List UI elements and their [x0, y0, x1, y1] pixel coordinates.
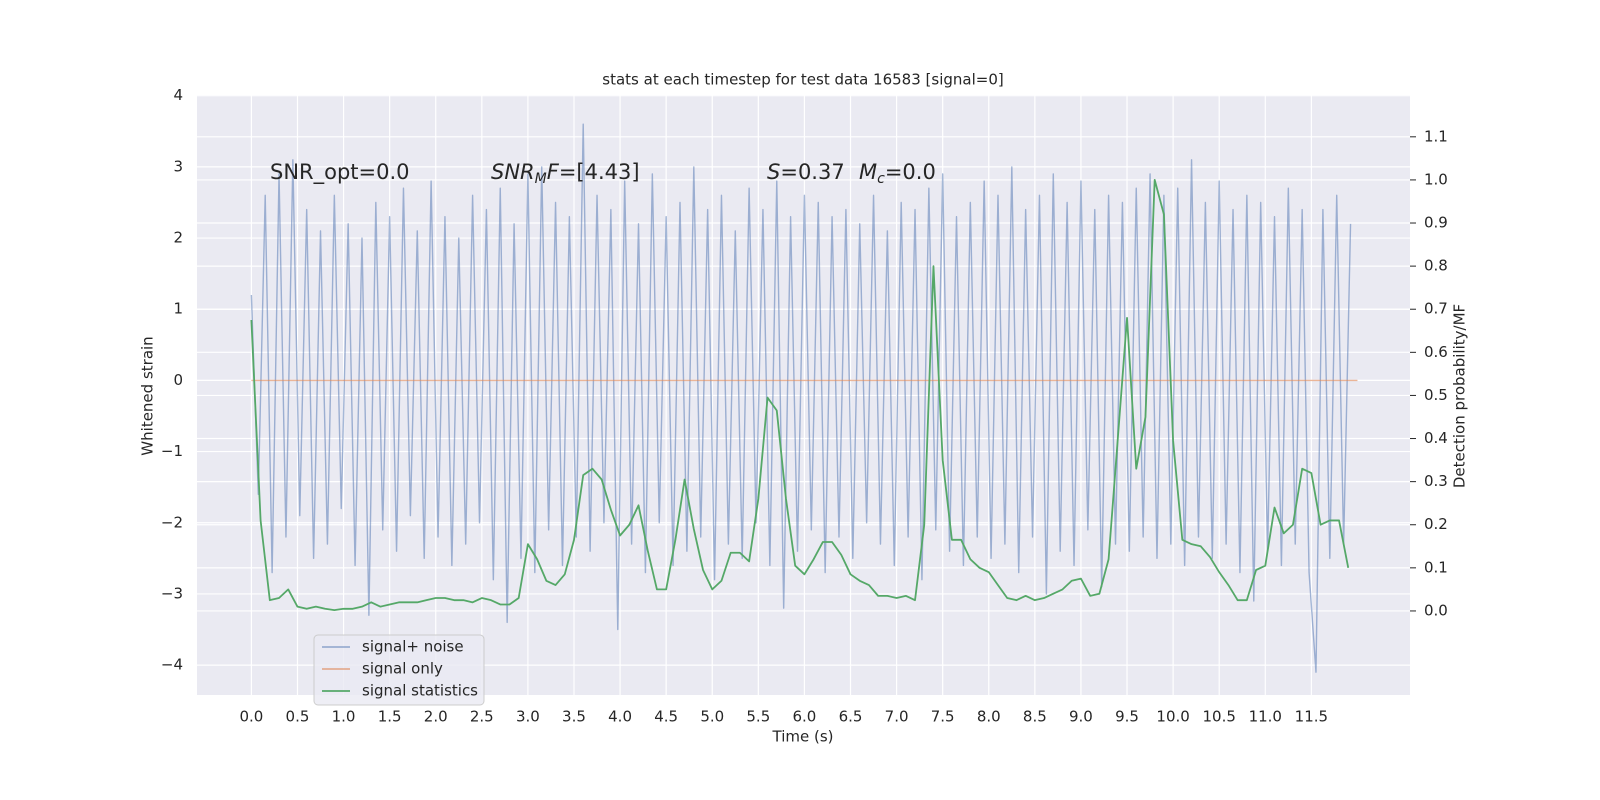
- y-tick-label: −1: [161, 442, 183, 460]
- annotation-part: =0.0: [885, 160, 936, 184]
- y2-tick-label: 1.1: [1424, 127, 1448, 145]
- labels-layer: 0.0 0.5 1.0 1.5 2.0 2.5 3.0 3.5 4.0 4.5 5.0 5.5 6.0 6…: [161, 86, 1448, 725]
- x-tick-label: 2.0: [424, 708, 448, 726]
- x-tick-label: 9.0: [1069, 708, 1093, 726]
- x-tick-label: 0.0: [239, 708, 263, 726]
- y-axis-label: Whitened strain: [139, 336, 157, 455]
- y-tick-label: −3: [161, 584, 183, 602]
- x-tick-label: 2.5: [470, 708, 494, 726]
- y2-tick-label: 0.1: [1424, 558, 1448, 576]
- x-tick-label: 3.0: [516, 708, 540, 726]
- annotation-part: =[4.43]: [559, 160, 640, 184]
- annotation: Mc=0.0: [859, 160, 936, 187]
- x-tick-label: 4.5: [654, 708, 678, 726]
- x-tick-label: 10.0: [1156, 708, 1189, 726]
- annotation-part: SNR_opt=0.0: [270, 160, 410, 185]
- y-tick-label: −4: [161, 656, 183, 674]
- y2-tick-label: 0.2: [1424, 515, 1448, 533]
- y-tick-label: 4: [173, 86, 183, 104]
- x-tick-label: 11.5: [1295, 708, 1328, 726]
- annotation-part: M: [859, 160, 877, 184]
- legend-label: signal statistics: [362, 682, 478, 700]
- y2-tick-label: 0.6: [1424, 343, 1448, 361]
- annotation-part: M: [535, 171, 547, 187]
- y-tick-label: 3: [173, 157, 183, 175]
- y2-tick-label: 1.0: [1424, 170, 1448, 188]
- annotation-part: c: [877, 171, 885, 187]
- y-tick-label: −2: [161, 513, 183, 531]
- x-tick-label: 1.0: [332, 708, 356, 726]
- x-tick-label: 5.5: [746, 708, 770, 726]
- x-tick-label: 8.5: [1023, 708, 1047, 726]
- y-tick-label: 1: [173, 300, 183, 318]
- annotation: SNRMF=[4.43]: [491, 160, 640, 187]
- y2-axis-label: Detection probability/MF: [1451, 304, 1469, 488]
- y2-tick-label: 0.5: [1424, 386, 1448, 404]
- x-tick-label: 7.0: [885, 708, 909, 726]
- y2-tick-label: 0.4: [1424, 429, 1448, 447]
- annotation-part: F: [547, 160, 560, 184]
- legend-label: signal only: [362, 660, 443, 678]
- y2-tick-label: 0.0: [1424, 601, 1448, 619]
- annotation: S=0.37: [767, 160, 845, 184]
- x-tick-label: 0.5: [286, 708, 310, 726]
- y2-tick-label: 0.7: [1424, 300, 1448, 318]
- series-layer: [250, 123, 1358, 673]
- legend-box: [313, 634, 485, 706]
- x-tick-label: 6.0: [792, 708, 816, 726]
- series-line: [250, 179, 1350, 611]
- x-tick-label: 6.5: [839, 708, 863, 726]
- annotation-part: =0.37: [780, 160, 844, 184]
- y2-tick-label: 0.8: [1424, 257, 1448, 275]
- y2-tick-label: 0.3: [1424, 472, 1448, 490]
- x-tick-label: 3.5: [562, 708, 586, 726]
- series-line: [250, 123, 1352, 673]
- x-tick-label: 7.5: [931, 708, 955, 726]
- y-tick-label: 0: [173, 371, 183, 389]
- annotation-part: S: [767, 160, 780, 184]
- annotation-part: SNR: [491, 160, 535, 184]
- chart-title: stats at each timestep for test data 165…: [602, 71, 1003, 89]
- legend-label: signal+ noise: [362, 638, 464, 656]
- y2-tick-label: 0.9: [1424, 214, 1448, 232]
- annotation: SNR_opt=0.0: [270, 160, 410, 185]
- x-tick-label: 8.0: [977, 708, 1001, 726]
- y-tick-label: 2: [173, 229, 183, 247]
- x-tick-label: 5.0: [700, 708, 724, 726]
- legend: signal+ noise signal only signal statistic…: [313, 634, 485, 706]
- x-tick-label: 4.0: [608, 708, 632, 726]
- x-tick-label: 9.5: [1115, 708, 1139, 726]
- x-tick-label: 1.5: [378, 708, 402, 726]
- x-axis-label: Time (s): [772, 728, 834, 746]
- x-tick-label: 11.0: [1249, 708, 1282, 726]
- x-tick-label: 10.5: [1202, 708, 1235, 726]
